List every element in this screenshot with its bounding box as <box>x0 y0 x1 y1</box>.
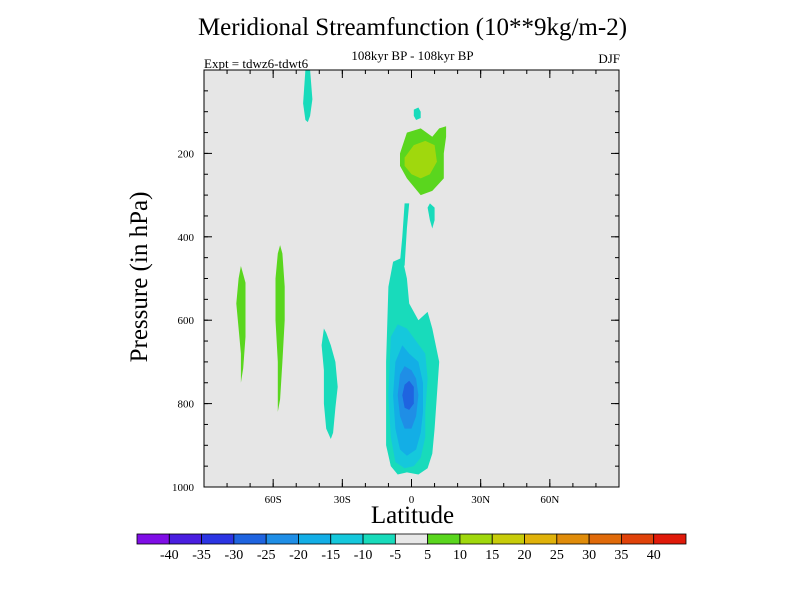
season-label: DJF <box>598 51 620 66</box>
colorbar-label: -40 <box>160 548 179 563</box>
x-tick-label: 60N <box>540 494 559 506</box>
y-tick-label: 600 <box>178 315 195 327</box>
colorbar-label: 5 <box>424 548 431 563</box>
colorbar-swatch <box>524 533 558 545</box>
colorbar-swatch <box>394 533 429 545</box>
contour-region <box>236 266 246 383</box>
colorbar-label: -25 <box>257 548 276 563</box>
colorbar-swatch <box>201 533 235 545</box>
x-tick-label: 60S <box>265 494 282 506</box>
x-tick-label: 30S <box>334 494 351 506</box>
x-tick-label: 30N <box>471 494 490 506</box>
colorbar-swatch <box>298 533 332 545</box>
colorbar-swatch <box>621 533 655 545</box>
colorbar-label: -15 <box>321 548 340 563</box>
colorbar-swatch <box>168 533 202 545</box>
chart-subtitle: 108kyr BP - 108kyr BP <box>351 48 474 63</box>
x-tick-label: 0 <box>409 494 415 506</box>
y-tick-label: 200 <box>178 148 195 160</box>
experiment-label: Expt = tdwz6-tdwt6 <box>204 56 309 71</box>
colorbar-swatch <box>265 533 299 545</box>
colorbar-swatch <box>330 533 364 545</box>
colorbar-label: 25 <box>550 548 564 563</box>
colorbar-label: -35 <box>192 548 211 563</box>
contour-region <box>303 70 313 123</box>
contour-region <box>402 380 414 410</box>
y-tick-label: 400 <box>178 232 195 244</box>
colorbar-label: -5 <box>390 548 402 563</box>
colorbar-label: -30 <box>225 548 244 563</box>
colorbar-label: 20 <box>518 548 532 563</box>
colorbar: -40 -35 -30 -25 -20 -15 -10 -5 5 10 15 20 25 30 35 40 <box>136 533 687 563</box>
x-axis-label: Latitude <box>370 502 455 529</box>
colorbar-swatch <box>491 533 525 545</box>
colorbar-label: 30 <box>582 548 596 563</box>
colorbar-label: 15 <box>485 548 499 563</box>
colorbar-label: 10 <box>453 548 467 563</box>
colorbar-swatch <box>556 533 590 545</box>
contour-region <box>321 328 338 439</box>
colorbar-swatch <box>362 533 396 545</box>
colorbar-swatch <box>588 533 622 545</box>
colorbar-swatch <box>459 533 493 545</box>
colorbar-label: 40 <box>647 548 661 563</box>
colorbar-swatch <box>427 533 461 545</box>
contour-region <box>427 203 435 229</box>
contour-region <box>404 140 437 179</box>
contour-regions <box>236 70 447 475</box>
colorbar-label: -10 <box>354 548 373 563</box>
colorbar-label: 35 <box>614 548 628 563</box>
contour-region <box>275 245 285 412</box>
contour-region <box>413 107 421 120</box>
colorbar-swatch <box>136 533 170 545</box>
colorbar-label: -20 <box>289 548 308 563</box>
axis-ticks: 200 400 600 800 1000 60S 30S 0 30N 60N <box>172 69 620 506</box>
chart-title: Meridional Streamfunction (10**9kg/m-2) <box>197 14 628 41</box>
y-tick-label: 1000 <box>172 482 195 494</box>
contour-region <box>400 203 410 266</box>
colorbar-swatch <box>233 533 267 545</box>
y-tick-label: 800 <box>178 399 195 411</box>
colorbar-swatch <box>653 533 687 545</box>
